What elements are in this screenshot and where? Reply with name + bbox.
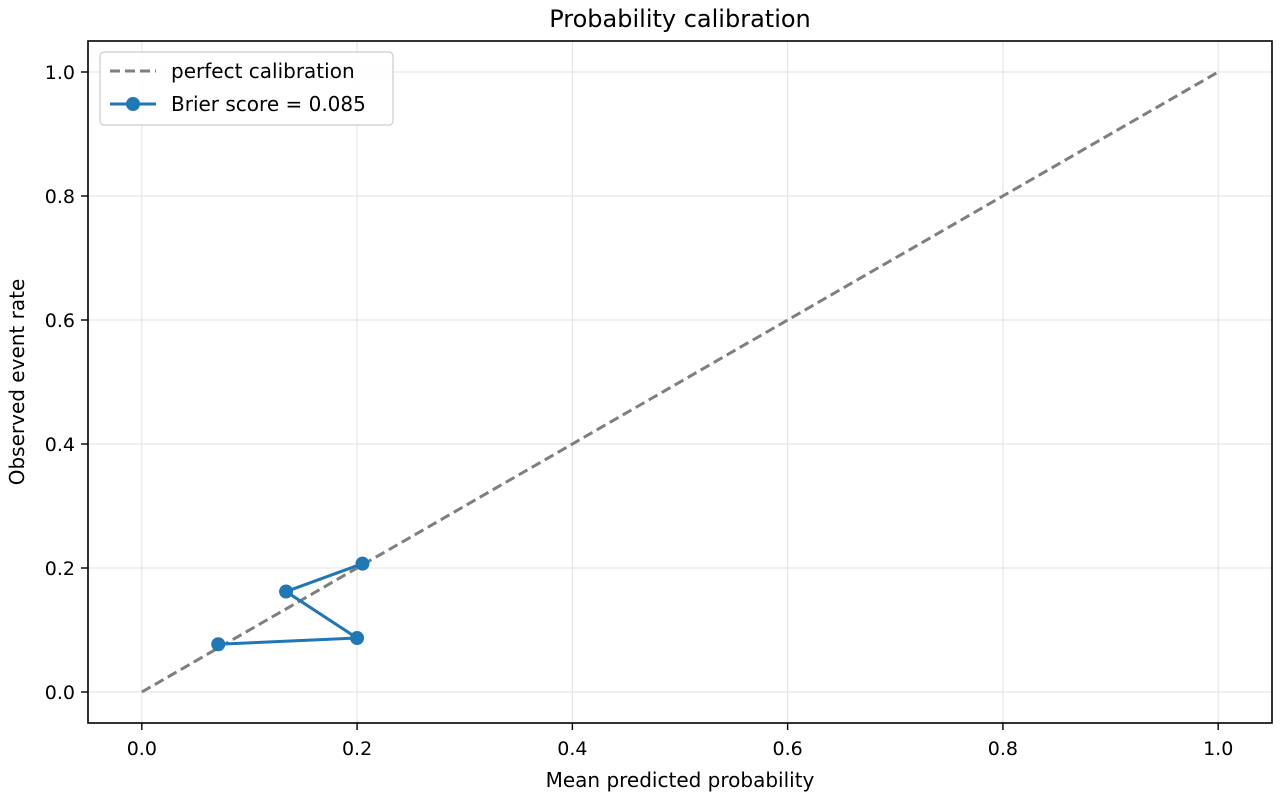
legend: perfect calibration Brier score = 0.085	[99, 51, 394, 126]
legend-label-brier-score: Brier score = 0.085	[171, 92, 366, 116]
x-tick-label: 0.8	[988, 738, 1018, 760]
calibration-point	[279, 584, 294, 599]
x-tick-label: 0.6	[773, 738, 803, 760]
x-axis-label: Mean predicted probability	[546, 768, 815, 792]
y-tick-label: 0.4	[45, 434, 75, 456]
legend-frame	[99, 51, 394, 126]
grid-lines	[88, 41, 1272, 723]
x-tick-label: 0.0	[127, 738, 157, 760]
calibration-point	[355, 556, 370, 571]
y-tick-label: 1.0	[45, 62, 75, 84]
y-tick-label: 0.6	[45, 310, 75, 332]
x-tick-label: 0.4	[557, 738, 587, 760]
x-tick-label: 1.0	[1203, 738, 1233, 760]
chart-title: Probability calibration	[549, 5, 811, 33]
y-tick-label: 0.8	[45, 186, 75, 208]
axis-ticks: 0.0 0.2 0.4 0.6 0.8 1.0 0.0 0.2 0.4 0.6 0.8 1.0	[45, 62, 1234, 760]
legend-marker-brier-score	[126, 97, 140, 111]
perfect-calibration-line	[141, 70, 1219, 694]
calibration-curve-line	[218, 562, 363, 646]
x-tick-label: 0.2	[342, 738, 372, 760]
series-layer	[141, 70, 1219, 694]
y-tick-label: 0.0	[45, 682, 75, 704]
legend-label-perfect-calibration: perfect calibration	[171, 59, 355, 83]
plot-frame	[87, 40, 1273, 724]
calibration-point	[350, 631, 365, 646]
calibration-point	[211, 637, 226, 652]
y-tick-label: 0.2	[45, 558, 75, 580]
y-axis-label: Observed event rate	[5, 279, 29, 486]
